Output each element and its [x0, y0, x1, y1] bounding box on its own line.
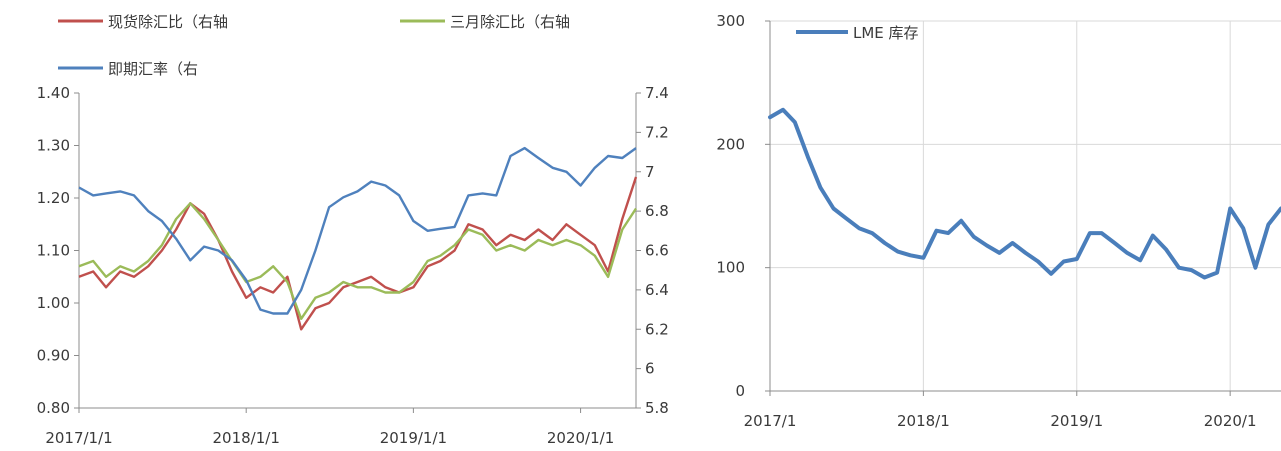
right-y-tick-label: 6.6	[645, 242, 669, 260]
y-tick-label: 200	[716, 135, 745, 153]
legend-label-spot-ratio: 现货除汇比（右轴	[108, 13, 228, 31]
right-legend: LME 库存	[796, 24, 919, 42]
right-y-tick-label: 6.4	[645, 281, 669, 299]
x-tick-label: 2019/1	[1050, 412, 1103, 430]
right-y-tick-label: 7.4	[645, 84, 669, 102]
right-y-tick-label: 6.2	[645, 320, 669, 338]
left-y-tick-label: 1.40	[37, 84, 70, 102]
x-tick-label: 2018/1	[897, 412, 950, 430]
series-line-three-month-ratio	[78, 202, 638, 320]
left-y-tick-label: 0.90	[37, 347, 70, 365]
right-y-tick-label: 5.8	[645, 399, 669, 417]
left-legend: 现货除汇比（右轴 三月除汇比（右轴 即期汇率（右	[58, 13, 570, 78]
x-tick-label: 2017/1	[744, 412, 797, 430]
left-y-tick-label: 1.20	[37, 189, 70, 207]
y-tick-label: 0	[735, 382, 745, 400]
x-tick-label: 2020/1	[1204, 412, 1257, 430]
left-y-tick-label: 1.30	[37, 137, 70, 155]
left-axes: 0.80 0.90 1.00 1.10 1.20 1.30 1.40 5.8 6 6.2 6.4 6.…	[37, 84, 669, 447]
left-series	[78, 146, 638, 331]
y-tick-label: 100	[716, 259, 745, 277]
series-line-spot-ratio	[78, 176, 638, 331]
left-y-tick-label: 1.10	[37, 242, 70, 260]
y-tick-label: 300	[716, 12, 745, 30]
legend-label-lme-inventory: LME 库存	[853, 24, 919, 42]
left-chart: 现货除汇比（右轴 三月除汇比（右轴 即期汇率（右 0.80 0.90 1.00 1.1…	[37, 13, 669, 447]
legend-label-three-month-ratio: 三月除汇比（右轴	[450, 13, 570, 31]
right-grid	[770, 20, 1281, 391]
series-line-lme-inventory	[768, 107, 1281, 280]
left-y-tick-label: 1.00	[37, 294, 70, 312]
right-series	[768, 107, 1281, 280]
right-chart: 0 100 200 300 2017/1 2018/1 2019/1 2020/1 LME 库…	[716, 12, 1281, 430]
right-axes: 0 100 200 300 2017/1 2018/1 2019/1 2020/1	[716, 12, 1281, 430]
right-y-tick-label: 7.2	[645, 123, 669, 141]
left-y-tick-label: 0.80	[37, 399, 70, 417]
series-line-spot-fx	[78, 146, 637, 315]
legend-label-spot-fx: 即期汇率（右	[108, 60, 198, 78]
x-tick-label: 2020/1/1	[547, 429, 614, 447]
right-y-tick-label: 6.8	[645, 202, 669, 220]
right-y-tick-label: 6	[645, 360, 655, 378]
x-tick-label: 2017/1/1	[45, 429, 112, 447]
x-tick-label: 2019/1/1	[380, 429, 447, 447]
x-tick-label: 2018/1/1	[213, 429, 280, 447]
right-y-tick-label: 7	[645, 163, 655, 181]
